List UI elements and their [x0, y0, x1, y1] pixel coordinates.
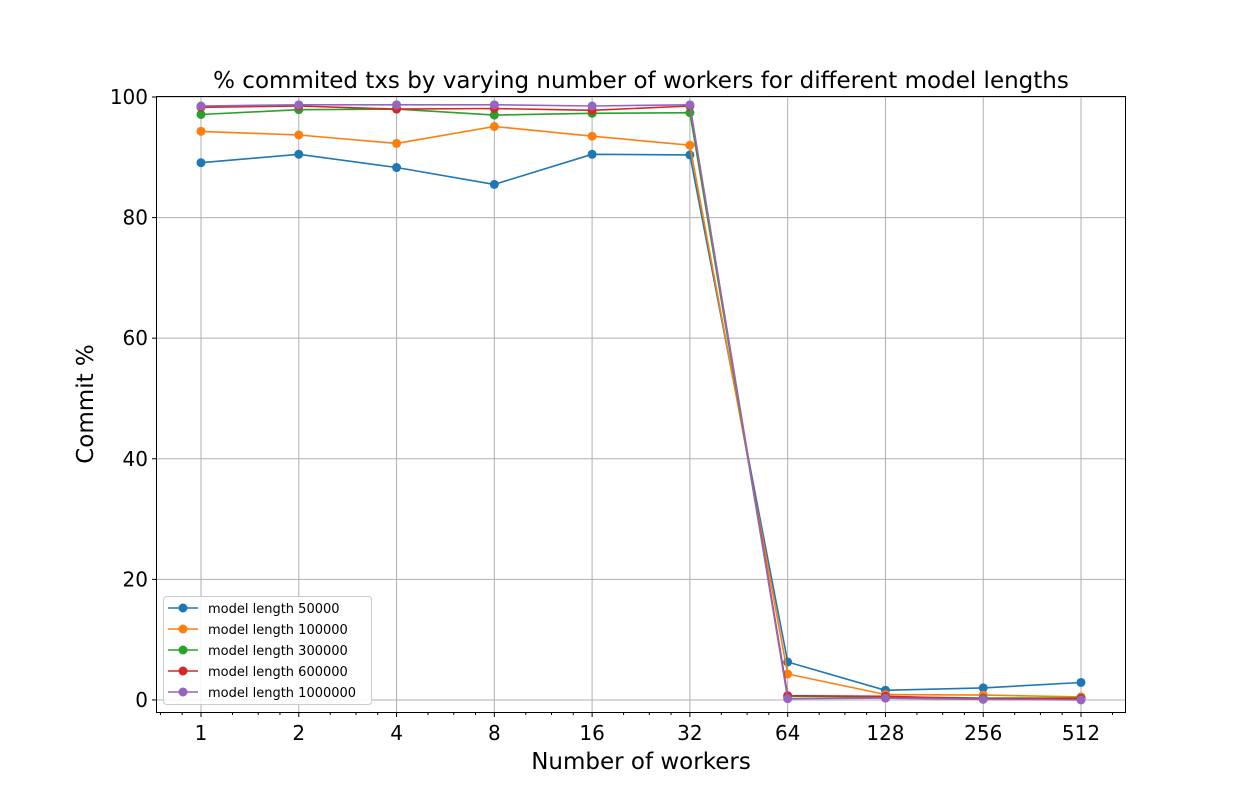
x-tick-label: 2: [292, 721, 305, 745]
legend-marker: [178, 624, 188, 634]
data-point: [489, 110, 499, 120]
data-point: [294, 100, 304, 110]
legend-entry: model length 1000000: [168, 686, 356, 701]
data-point: [392, 138, 402, 148]
legend-label: model length 100000: [208, 623, 348, 638]
data-point: [783, 694, 793, 704]
data-point: [685, 100, 695, 110]
x-tick-label: 16: [579, 721, 604, 745]
series-lines: [196, 100, 1086, 705]
series-line: [200, 104, 1082, 701]
data-point: [978, 683, 988, 693]
y-tick-label: 60: [123, 326, 148, 350]
plot-area-frame: [156, 96, 1126, 713]
legend-entry: model length 100000: [168, 623, 348, 638]
y-tick-label: 40: [123, 447, 148, 471]
data-point: [1076, 695, 1086, 705]
y-axis-title: Commit %: [73, 344, 99, 464]
data-point: [489, 100, 499, 110]
x-tick-label: 64: [775, 721, 800, 745]
x-tick-label: 32: [677, 721, 702, 745]
data-point: [587, 149, 597, 159]
legend-marker: [178, 687, 188, 697]
series-5: [196, 100, 1086, 705]
data-point: [294, 130, 304, 140]
x-tick-label: 512: [1062, 721, 1100, 745]
data-point: [978, 694, 988, 704]
x-tick-label: 128: [866, 721, 904, 745]
legend-box: [163, 596, 372, 705]
legend-entry: model length 600000: [168, 665, 348, 680]
legend-label: model length 1000000: [208, 686, 356, 701]
legend-label: model length 50000: [208, 602, 340, 617]
legend-label: model length 300000: [208, 644, 348, 659]
data-point: [489, 122, 499, 132]
x-tick-label: 4: [390, 721, 403, 745]
y-tick-label: 80: [123, 206, 148, 230]
series-line: [200, 105, 1081, 700]
x-tick-label: 256: [964, 721, 1002, 745]
y-tick-label: 20: [123, 567, 148, 591]
legend-marker: [178, 645, 188, 655]
axis-ticks: 1 2 4 8 16 32 64 128 256 512 0 20 40 60 80 100: [110, 85, 1113, 745]
chart-title: % commited txs by varying number of work…: [213, 68, 1069, 94]
x-tick-label: 1: [195, 721, 208, 745]
data-point: [196, 158, 206, 168]
data-point: [880, 693, 890, 703]
data-point: [196, 109, 206, 119]
y-tick-label: 0: [135, 688, 148, 712]
data-point: [294, 149, 304, 159]
data-point: [587, 131, 597, 141]
data-point: [392, 100, 402, 110]
legend-entry: model length 300000: [168, 644, 348, 659]
series-line: [200, 125, 1082, 698]
data-point: [392, 163, 402, 173]
data-point: [685, 140, 695, 150]
data-point: [489, 179, 499, 189]
legend-label: model length 600000: [208, 665, 348, 680]
y-tick-label: 100: [110, 85, 148, 109]
legend: model length 50000 model length 100000 mod…: [163, 596, 372, 705]
x-axis-title: Number of workers: [531, 749, 751, 775]
series-line: [200, 153, 1082, 692]
legend-marker: [178, 666, 188, 676]
x-tick-label: 8: [488, 721, 501, 745]
data-point: [196, 101, 206, 111]
data-point: [783, 669, 793, 679]
legend-entry: model length 50000: [168, 602, 340, 617]
data-point: [587, 101, 597, 111]
data-point: [196, 126, 206, 136]
data-point: [1076, 677, 1086, 687]
legend-marker: [178, 603, 188, 613]
